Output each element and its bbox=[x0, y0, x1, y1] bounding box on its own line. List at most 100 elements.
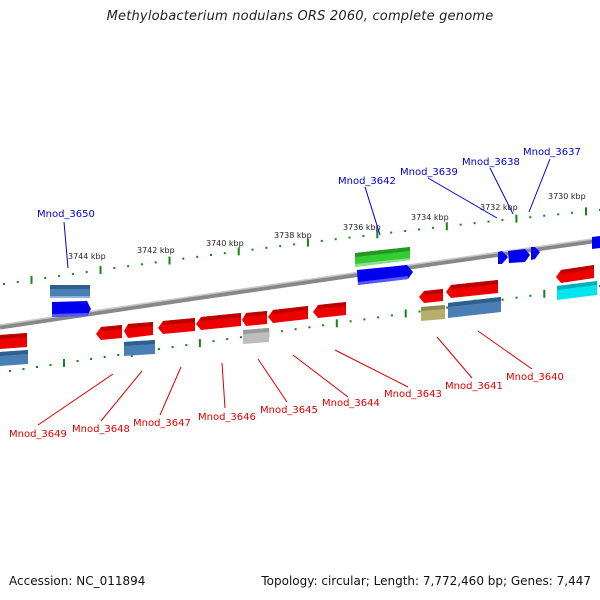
tick-label: 3734 kbp bbox=[411, 213, 449, 222]
feature-box[interactable] bbox=[355, 247, 410, 267]
gene-arrow[interactable] bbox=[268, 306, 308, 323]
major-tick bbox=[445, 222, 448, 231]
minor-tick bbox=[543, 214, 546, 217]
minor-tick bbox=[103, 356, 106, 358]
major-tick bbox=[515, 214, 518, 223]
feature-box[interactable] bbox=[243, 328, 269, 344]
minor-tick bbox=[418, 228, 420, 231]
tick-label: 3742 kbp bbox=[137, 246, 175, 255]
major-tick bbox=[99, 266, 102, 274]
gene-label[interactable]: Mnod_3641 bbox=[445, 381, 503, 392]
gene-arrow[interactable] bbox=[508, 249, 530, 263]
minor-tick bbox=[529, 216, 532, 219]
major-tick bbox=[63, 359, 65, 367]
gene-label[interactable]: Mnod_3637 bbox=[523, 147, 581, 158]
gene-arrow[interactable] bbox=[313, 302, 346, 318]
tick-label: 3740 kbp bbox=[206, 239, 244, 248]
minor-tick bbox=[280, 330, 283, 333]
minor-tick bbox=[182, 257, 185, 260]
gene-arrow[interactable] bbox=[52, 301, 91, 317]
minor-tick bbox=[210, 254, 212, 256]
gene-arrow[interactable] bbox=[196, 313, 241, 330]
minor-tick bbox=[473, 222, 476, 225]
minor-tick bbox=[113, 267, 116, 270]
minor-tick bbox=[377, 316, 380, 319]
feature-box[interactable] bbox=[557, 281, 597, 300]
gene-arrow[interactable] bbox=[556, 265, 594, 283]
gene-label[interactable]: Mnod_3640 bbox=[506, 372, 564, 383]
tick-label: 3738 kbp bbox=[274, 231, 312, 240]
gene-label[interactable]: Mnod_3639 bbox=[400, 167, 458, 178]
minor-tick bbox=[501, 219, 504, 222]
gene-arrow[interactable] bbox=[592, 236, 600, 249]
feature-box[interactable] bbox=[421, 305, 445, 321]
gene-arrow[interactable] bbox=[498, 251, 508, 264]
minor-tick bbox=[294, 328, 297, 331]
gene-label[interactable]: Mnod_3644 bbox=[322, 398, 380, 409]
minor-tick bbox=[223, 252, 226, 255]
minor-tick bbox=[515, 296, 518, 299]
minor-tick bbox=[431, 226, 434, 229]
minor-tick bbox=[140, 263, 143, 266]
gene-arrow[interactable] bbox=[419, 289, 443, 303]
minor-tick bbox=[349, 320, 352, 323]
minor-tick bbox=[90, 358, 93, 360]
gene-arrow[interactable] bbox=[446, 280, 498, 298]
minor-tick bbox=[22, 368, 25, 370]
gene-label[interactable]: Mnod_3649 bbox=[9, 429, 67, 440]
major-tick bbox=[30, 275, 33, 284]
gene-arrow[interactable] bbox=[242, 311, 267, 326]
minor-tick bbox=[58, 274, 61, 277]
major-tick bbox=[543, 289, 546, 298]
minor-tick bbox=[158, 348, 160, 351]
minor-tick bbox=[251, 248, 254, 251]
feature-box[interactable] bbox=[50, 285, 90, 298]
feature-box[interactable] bbox=[124, 340, 155, 356]
minor-tick bbox=[279, 245, 282, 248]
gene-label[interactable]: Mnod_3645 bbox=[260, 405, 318, 416]
gene-label[interactable]: Mnod_3638 bbox=[462, 157, 520, 168]
gene-label[interactable]: Mnod_3642 bbox=[338, 176, 396, 187]
gene-label[interactable]: Mnod_3647 bbox=[133, 418, 191, 429]
minor-tick bbox=[171, 346, 174, 349]
major-tick bbox=[335, 319, 338, 328]
minor-tick bbox=[390, 231, 393, 234]
major-tick bbox=[306, 238, 309, 247]
minor-tick bbox=[196, 255, 199, 258]
minor-tick bbox=[363, 318, 366, 321]
minor-tick bbox=[404, 230, 407, 232]
gene-arrow[interactable] bbox=[124, 322, 153, 338]
minor-tick bbox=[85, 271, 88, 273]
gene-label[interactable]: Mnod_3646 bbox=[198, 412, 256, 423]
minor-tick bbox=[322, 324, 325, 327]
gene-arrow[interactable] bbox=[531, 247, 540, 260]
major-tick bbox=[168, 256, 171, 265]
minor-tick bbox=[501, 298, 504, 301]
minor-tick bbox=[185, 344, 188, 347]
gene-label[interactable]: Mnod_3650 bbox=[37, 209, 95, 220]
gene-arrow[interactable] bbox=[96, 325, 122, 340]
tick-label: 3744 kbp bbox=[68, 252, 106, 261]
forward-features bbox=[50, 236, 600, 317]
gene-label[interactable]: Mnod_3643 bbox=[384, 389, 442, 400]
genome-summary-text: Topology: circular; Length: 7,772,460 bp… bbox=[261, 574, 591, 588]
gene-arrow[interactable] bbox=[357, 265, 413, 285]
minor-tick bbox=[76, 360, 79, 362]
minor-tick bbox=[226, 338, 229, 341]
minor-tick bbox=[487, 220, 490, 223]
minor-tick bbox=[44, 276, 47, 279]
minor-tick bbox=[362, 234, 365, 237]
minor-tick bbox=[571, 211, 574, 214]
feature-box[interactable] bbox=[448, 297, 501, 318]
minor-tick bbox=[446, 306, 449, 309]
gene-arrow[interactable] bbox=[0, 333, 27, 349]
gene-label[interactable]: Mnod_3648 bbox=[72, 424, 130, 435]
tick-label: 3730 kbp bbox=[548, 192, 586, 201]
minor-tick bbox=[390, 314, 393, 317]
gene-arrow[interactable] bbox=[158, 318, 195, 334]
major-tick bbox=[585, 207, 587, 216]
feature-box[interactable] bbox=[0, 350, 28, 366]
reverse-features bbox=[0, 265, 597, 366]
minor-tick bbox=[36, 366, 38, 368]
lower-tick-row bbox=[9, 285, 600, 372]
